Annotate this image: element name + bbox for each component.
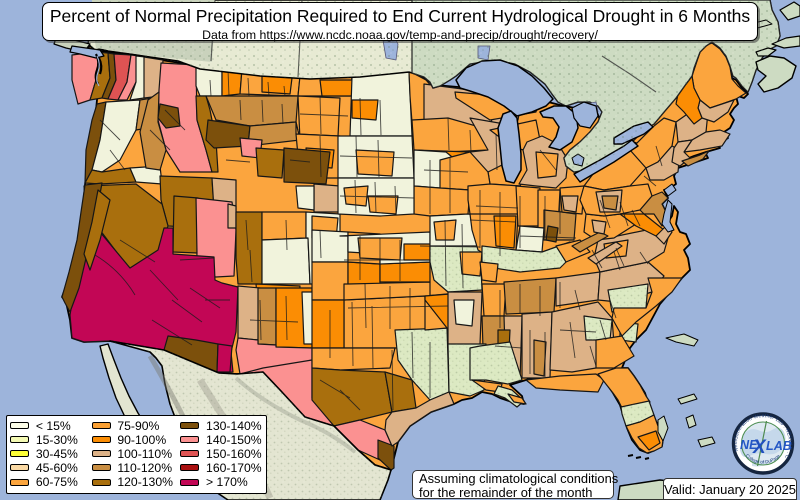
svg-text:X: X <box>752 437 767 458</box>
svg-text:LAB: LAB <box>766 439 792 453</box>
svg-text:NE: NE <box>740 438 758 452</box>
